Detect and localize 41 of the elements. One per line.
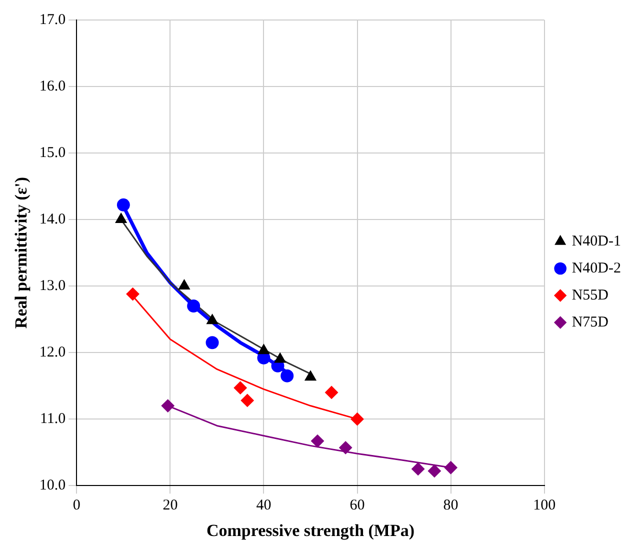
x-tick-label: 100 bbox=[533, 498, 556, 514]
x-tick-label: 20 bbox=[162, 498, 178, 514]
point bbox=[178, 280, 190, 290]
point bbox=[116, 198, 130, 212]
y-tick-label: 16.0 bbox=[39, 78, 66, 94]
point bbox=[428, 464, 441, 478]
point bbox=[304, 370, 316, 381]
point bbox=[412, 462, 425, 476]
legend-label: N75D bbox=[572, 314, 609, 330]
point bbox=[126, 288, 140, 301]
y-tick-label: 17.0 bbox=[39, 12, 66, 28]
point bbox=[280, 369, 294, 382]
point bbox=[444, 461, 458, 474]
point bbox=[240, 394, 254, 407]
point bbox=[311, 434, 324, 448]
point bbox=[187, 300, 200, 313]
point bbox=[258, 344, 270, 354]
point bbox=[274, 352, 286, 363]
y-tick-label: 15.0 bbox=[39, 144, 66, 161]
y-tick-label: 14.0 bbox=[39, 211, 66, 228]
point bbox=[234, 381, 247, 394]
x-axis-title: Compressive strength (MPa) bbox=[206, 521, 415, 540]
y-tick-label: 11.0 bbox=[40, 411, 66, 428]
y-tick-label: 12.0 bbox=[39, 344, 66, 361]
x-tick-label: 80 bbox=[443, 498, 458, 514]
point bbox=[115, 213, 127, 224]
y-tick-label: 13.0 bbox=[39, 278, 66, 294]
x-tick-label: 40 bbox=[256, 498, 272, 514]
point bbox=[206, 336, 219, 350]
y-axis-title: Real permittivity (ε') bbox=[12, 176, 31, 329]
point bbox=[339, 441, 352, 454]
point bbox=[325, 386, 338, 399]
x-tick-label: 0 bbox=[72, 498, 80, 514]
x-tick-label: 60 bbox=[350, 498, 365, 514]
point bbox=[350, 412, 364, 426]
point bbox=[206, 314, 218, 324]
y-tick-label: 10.0 bbox=[39, 478, 66, 494]
point bbox=[161, 399, 174, 412]
legend-label: N40D-1 bbox=[572, 233, 622, 250]
legend-label: N55D bbox=[572, 287, 609, 304]
legend-label: N40D-2 bbox=[572, 260, 622, 276]
